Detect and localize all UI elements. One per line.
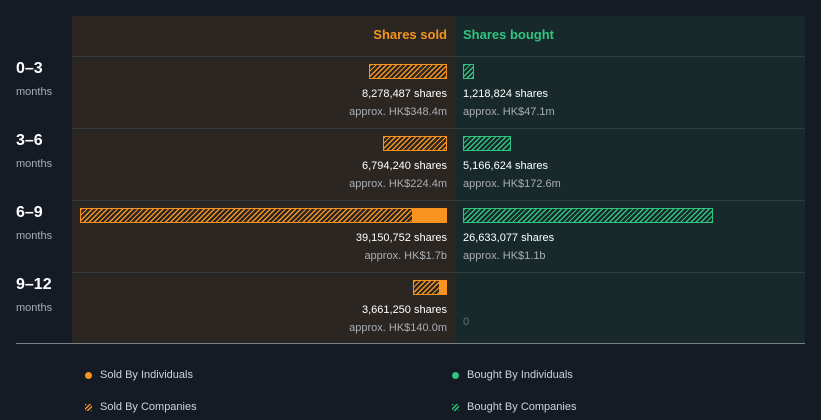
row-divider <box>72 56 805 57</box>
header-shares-sold: Shares sold <box>373 27 447 42</box>
sold-value-label: approx. HK$140.0m <box>349 322 447 334</box>
legend-label: Bought By Individuals <box>467 369 573 381</box>
period-label: 0–3 <box>16 60 43 77</box>
period-row: 9–12 months 3,661,250 shares approx. HK$140… <box>0 272 821 344</box>
row-divider <box>72 272 805 273</box>
legend-sold-companies: Sold By Companies <box>85 401 197 413</box>
legend-label: Bought By Companies <box>467 401 577 413</box>
period-row: 3–6 months 6,794,240 shares approx. HK$224.… <box>0 128 821 200</box>
bar-sold-individuals <box>440 280 447 295</box>
sold-value-label: approx. HK$224.4m <box>349 178 447 190</box>
period-row: 6–9 months 39,150,752 shares approx. HK$1.7… <box>0 200 821 272</box>
bar-sold-companies <box>383 136 447 151</box>
period-unit: months <box>16 302 53 314</box>
legend-label: Sold By Individuals <box>100 369 193 381</box>
sold-shares-label: 3,661,250 shares <box>361 304 447 316</box>
bar-bought-companies <box>463 208 713 223</box>
bar-sold-individuals <box>412 208 447 223</box>
sold-shares-label: 8,278,487 shares <box>361 88 447 100</box>
bought-zero-label: 0 <box>463 316 470 328</box>
bought-value-label: approx. HK$1.1b <box>463 250 546 262</box>
period-unit: months <box>16 86 53 98</box>
period-label: 9–12 <box>16 276 52 293</box>
period-label: 3–6 <box>16 132 43 149</box>
period-label: 6–9 <box>16 204 43 221</box>
chart-baseline <box>16 343 805 344</box>
sold-shares-label: 39,150,752 shares <box>355 232 447 244</box>
bought-shares-label: 1,218,824 shares <box>463 88 549 100</box>
period-row: 0–3 months 8,278,487 shares approx. HK$348.… <box>0 56 821 128</box>
header-shares-bought: Shares bought <box>463 27 555 42</box>
sold-value-label: approx. HK$1.7b <box>364 250 447 262</box>
period-unit: months <box>16 230 53 242</box>
bought-value-label: approx. HK$172.6m <box>463 178 561 190</box>
row-divider <box>72 200 805 201</box>
bought-value-label: approx. HK$47.1m <box>463 106 555 118</box>
bar-bought-companies <box>463 136 512 151</box>
sold-shares-label: 6,794,240 shares <box>361 160 447 172</box>
legend-swatch-icon <box>452 403 459 411</box>
legend-swatch-icon <box>85 403 92 411</box>
legend-bought-individuals: Bought By Individuals <box>452 369 573 381</box>
legend-swatch-icon <box>452 371 459 379</box>
row-divider <box>72 128 805 129</box>
sold-value-label: approx. HK$348.4m <box>349 106 447 118</box>
legend-bought-companies: Bought By Companies <box>452 401 576 413</box>
legend-swatch-icon <box>85 371 92 379</box>
bar-sold-companies <box>412 280 441 295</box>
legend-sold-individuals: Sold By Individuals <box>85 369 193 381</box>
legend-label: Sold By Companies <box>100 401 197 413</box>
bought-panel <box>455 16 805 343</box>
bar-sold-companies <box>80 208 413 223</box>
bar-sold-companies <box>369 64 447 79</box>
bar-bought-companies <box>463 64 475 79</box>
bought-shares-label: 5,166,624 shares <box>463 160 549 172</box>
bought-shares-label: 26,633,077 shares <box>463 232 555 244</box>
period-unit: months <box>16 158 53 170</box>
